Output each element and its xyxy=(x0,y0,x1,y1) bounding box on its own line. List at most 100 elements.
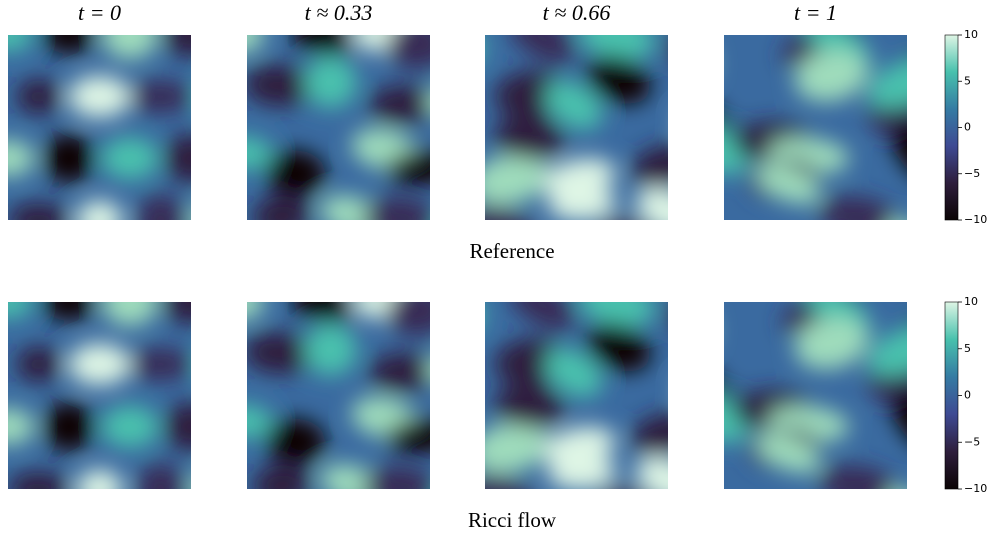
heat-blob xyxy=(164,402,191,451)
heat-blob xyxy=(129,80,191,113)
heat-blob xyxy=(163,35,191,57)
heat-blob xyxy=(386,150,430,185)
colorbar-tick-label: 0 xyxy=(964,389,971,402)
row-label: Ricci flow xyxy=(468,508,557,532)
colorbar-tick-label: −5 xyxy=(964,167,980,180)
heat-blob xyxy=(755,163,822,205)
heatmap-bg xyxy=(8,302,191,489)
colorbar-tick-label: −10 xyxy=(964,482,987,495)
heat-blob xyxy=(363,197,430,220)
heat-blob xyxy=(867,325,907,377)
heatmap-panel xyxy=(724,35,907,220)
heat-blob xyxy=(426,351,430,386)
heat-blob xyxy=(544,80,603,130)
heat-blob xyxy=(190,218,191,220)
heatmap-texture xyxy=(8,35,245,220)
heat-blob xyxy=(247,332,314,374)
heat-blob xyxy=(755,432,822,474)
heat-blob xyxy=(509,302,575,330)
heatmap-texture xyxy=(485,35,668,220)
heatmap-texture xyxy=(8,302,245,489)
heat-blob xyxy=(426,84,430,118)
heat-blob xyxy=(794,49,868,102)
heat-blob xyxy=(369,352,430,392)
heat-blob xyxy=(363,466,430,489)
heat-blob xyxy=(818,465,898,489)
panel-title: t ≈ 0.66 xyxy=(543,0,611,25)
heat-blob xyxy=(198,340,245,388)
heat-blob xyxy=(632,413,668,455)
heat-blob xyxy=(369,85,430,125)
heat-blob xyxy=(886,219,907,220)
heat-blob xyxy=(635,187,668,220)
heat-blob xyxy=(867,57,907,109)
heat-blob xyxy=(578,302,655,328)
heat-blob xyxy=(485,206,535,220)
colorbar-tick-label: 10 xyxy=(964,28,978,41)
heat-blob xyxy=(76,200,123,220)
colorbar-tick-label: 0 xyxy=(964,121,971,134)
heat-blob xyxy=(42,35,96,54)
heat-blob xyxy=(291,35,354,55)
heat-blob xyxy=(129,348,191,381)
heat-blob xyxy=(586,323,651,372)
heat-blob xyxy=(578,35,655,61)
heatmap-panel xyxy=(485,35,668,220)
heat-blob xyxy=(102,302,158,327)
heat-blob xyxy=(320,464,386,489)
heat-blob xyxy=(101,405,159,448)
heatmap-texture xyxy=(724,35,907,220)
heatmap-panel xyxy=(247,302,430,489)
heat-blob xyxy=(794,317,868,370)
heat-blob xyxy=(586,55,651,105)
colorbar xyxy=(944,301,959,490)
heat-blob xyxy=(247,64,314,107)
heat-blob xyxy=(102,35,158,60)
colorbar-tick-label: 5 xyxy=(964,342,971,355)
colorbar-tick-label: 10 xyxy=(964,295,978,308)
heat-blob xyxy=(265,150,326,197)
heat-blob xyxy=(42,302,96,321)
heat-blob xyxy=(43,401,95,452)
heat-blob xyxy=(8,202,69,220)
heatmap-texture xyxy=(247,302,430,489)
heat-blob xyxy=(253,195,311,220)
heat-blob xyxy=(386,35,430,69)
heat-blob xyxy=(386,418,430,454)
heat-blob xyxy=(190,487,191,489)
heat-blob xyxy=(547,185,617,220)
panel-title: t ≈ 0.33 xyxy=(305,0,373,25)
heat-blob xyxy=(485,475,535,489)
heat-blob xyxy=(304,323,357,376)
heat-blob xyxy=(265,418,326,465)
heat-blob xyxy=(547,454,617,489)
heat-blob xyxy=(198,73,245,121)
heat-blob xyxy=(494,384,565,428)
heat-blob xyxy=(509,35,575,63)
heat-blob xyxy=(291,302,354,322)
colorbar-tick-label: −10 xyxy=(964,213,987,226)
heat-blob xyxy=(164,134,191,183)
heat-blob xyxy=(8,35,34,52)
heatmap-bg xyxy=(8,35,191,220)
heat-blob xyxy=(818,196,898,220)
heat-blob xyxy=(320,195,386,220)
heat-blob xyxy=(43,133,95,184)
heat-blob xyxy=(304,56,357,108)
heat-blob xyxy=(247,302,266,322)
heat-blob xyxy=(247,404,274,439)
heatmap-panel xyxy=(247,35,430,220)
heat-blob xyxy=(8,139,35,177)
heat-blob xyxy=(8,302,34,319)
heat-blob xyxy=(632,145,668,187)
heatmap-texture xyxy=(724,302,907,489)
panel-title: t = 1 xyxy=(794,0,837,25)
heat-blob xyxy=(137,463,184,489)
heat-blob xyxy=(137,194,184,220)
heat-blob xyxy=(68,343,131,386)
heat-blob xyxy=(544,348,603,398)
heat-blob xyxy=(253,464,311,489)
heatmap-panel xyxy=(8,302,245,489)
colorbar xyxy=(944,34,959,221)
